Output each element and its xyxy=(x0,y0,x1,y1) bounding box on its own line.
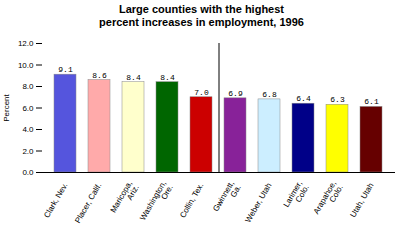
svg-text:9.1: 9.1 xyxy=(58,66,73,75)
svg-text:Clark, Nev.: Clark, Nev. xyxy=(42,182,69,220)
svg-text:Placer, Calif.: Placer, Calif. xyxy=(73,182,103,225)
svg-text:6.3: 6.3 xyxy=(330,96,345,105)
svg-text:2.0: 2.0 xyxy=(22,147,34,156)
svg-text:12.0: 12.0 xyxy=(18,39,34,48)
svg-text:0.0: 0.0 xyxy=(22,168,34,177)
svg-text:Utah, Utah: Utah, Utah xyxy=(349,182,376,220)
svg-text:Collin, Tex.: Collin, Tex. xyxy=(178,182,205,220)
svg-text:Maricopa,Ariz.: Maricopa,Ariz. xyxy=(109,180,141,219)
svg-text:Larimer,Colo.: Larimer,Colo. xyxy=(282,180,311,214)
svg-text:Gwinnett,Ga.: Gwinnett,Ga. xyxy=(211,180,243,218)
svg-text:6.9: 6.9 xyxy=(228,89,243,98)
svg-text:8.6: 8.6 xyxy=(92,71,107,80)
svg-text:10.0: 10.0 xyxy=(18,61,34,70)
svg-text:Arapahoe,Colo.: Arapahoe,Colo. xyxy=(312,180,345,220)
svg-text:6.0: 6.0 xyxy=(22,104,34,113)
svg-text:8.4: 8.4 xyxy=(126,73,141,82)
html-text:Large counties with the highes: Large counties with the highest percent … xyxy=(99,3,304,29)
svg-text:Washington,Ore.: Washington,Ore. xyxy=(138,180,175,227)
svg-text:Percent: Percent xyxy=(2,94,11,122)
svg-text:8.4: 8.4 xyxy=(160,73,175,82)
svg-text:6.4: 6.4 xyxy=(296,95,311,104)
svg-text:6.1: 6.1 xyxy=(364,98,379,107)
svg-text:8.0: 8.0 xyxy=(22,82,34,91)
svg-text:4.0: 4.0 xyxy=(22,125,34,134)
svg-text:6.8: 6.8 xyxy=(262,90,277,99)
svg-text:Weber, Utah: Weber, Utah xyxy=(243,182,273,225)
svg-text:7.0: 7.0 xyxy=(194,88,209,97)
